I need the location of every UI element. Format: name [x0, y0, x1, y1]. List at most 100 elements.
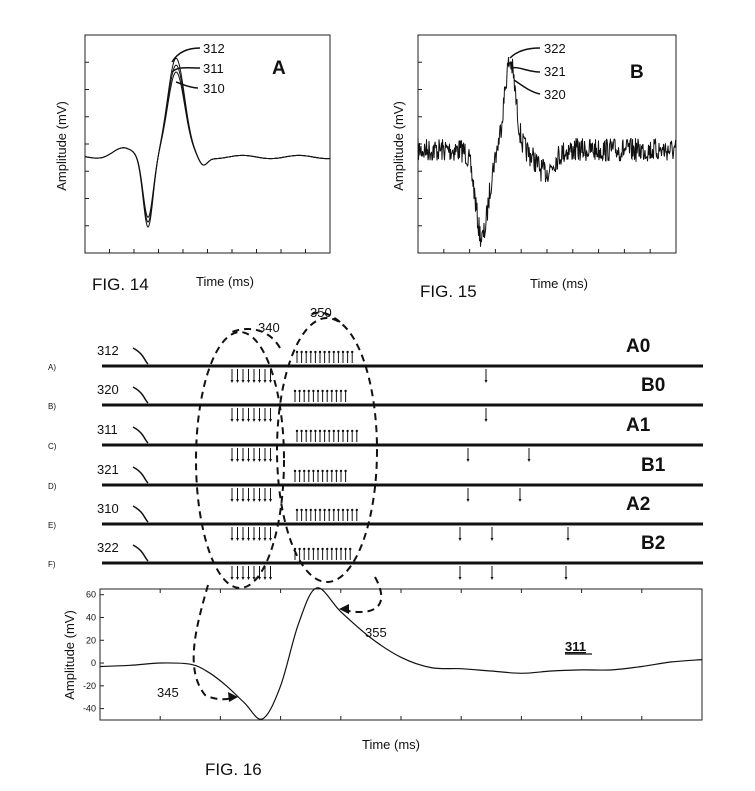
row-ref-number: 321 — [97, 462, 119, 477]
spike-up-head — [318, 508, 322, 512]
spike-up-head — [298, 469, 301, 473]
fig15-xlabel: Time (ms) — [530, 276, 588, 291]
spike-up-head — [309, 429, 312, 433]
row-letter: B) — [48, 402, 56, 411]
spike-down-head — [269, 577, 272, 580]
raster-row-A0: A) 312 A0 — [48, 336, 703, 383]
spike-down-head — [258, 499, 261, 502]
group-340-ellipse — [195, 331, 285, 589]
fig14-caption: FIG. 14 — [92, 275, 149, 294]
spike-up-head — [307, 547, 310, 551]
spike-up-head — [309, 350, 312, 354]
spike-down-head — [247, 459, 250, 462]
callout-310-pointer — [175, 81, 199, 89]
row-tag: B0 — [641, 375, 665, 396]
spike-down-head — [269, 459, 272, 462]
fig14-ylabel: Amplitude (mV) — [54, 101, 69, 191]
spike-down-head — [236, 459, 239, 462]
spike-up-head — [339, 547, 343, 551]
row-ref-number: 310 — [97, 501, 119, 516]
fig14-traces — [84, 57, 331, 228]
spike-up-head — [326, 547, 329, 551]
raster-row-A2: E) 310 A2 — [48, 494, 703, 541]
spike-late-head — [518, 499, 522, 502]
spike-down-head — [247, 499, 250, 502]
spike-up-head — [323, 508, 326, 512]
spike-up-head — [307, 389, 310, 393]
spike-up-head — [339, 469, 343, 473]
spike-up-head — [312, 547, 315, 551]
row-ref-pointer — [132, 505, 149, 523]
spike-late-head — [566, 538, 570, 541]
spike-up-head — [316, 547, 320, 551]
spike-up-head — [330, 389, 333, 393]
fig16-ytick-label: 60 — [86, 590, 96, 600]
fig16-waveform-panel: 60 40 20 0 -20 -40 Amplitude (mV) Time (ms) 3… — [62, 576, 703, 779]
spike-up-head — [355, 429, 358, 433]
spike-down-head — [236, 380, 239, 383]
row-tag: A1 — [626, 415, 651, 436]
fig15-caption: FIG. 15 — [420, 282, 477, 301]
spike-up-head — [326, 389, 329, 393]
row-ref-number: 322 — [97, 540, 119, 555]
spike-up-head — [344, 389, 347, 393]
arrow-355 — [344, 576, 383, 614]
spike-down-head — [230, 538, 234, 541]
spike-down-head — [269, 419, 272, 422]
spike-down-head — [241, 538, 245, 541]
spike-up-head — [305, 429, 308, 433]
fig14-xlabel: Time (ms) — [196, 274, 254, 289]
row-ref-pointer — [132, 347, 149, 365]
spike-up-head — [314, 350, 317, 354]
spike-up-head — [355, 508, 358, 512]
spike-up-head — [328, 350, 331, 354]
spike-down-head — [263, 380, 267, 383]
spike-down-head — [230, 499, 234, 502]
spike-up-head — [303, 547, 306, 551]
spike-late-head — [484, 419, 488, 422]
arrow-345 — [192, 584, 233, 701]
callout-311: 311 — [203, 61, 224, 76]
spike-late-head — [458, 577, 462, 580]
spike-down-head — [258, 577, 261, 580]
spike-up-head — [312, 469, 315, 473]
fig16-ytick-label: 40 — [86, 612, 96, 622]
fig14-axis-ticks — [84, 34, 331, 254]
fig15-panel-label: B — [630, 62, 644, 83]
group-340-pointer — [231, 328, 281, 349]
spike-late-head — [564, 577, 568, 580]
spike-late-head — [490, 577, 494, 580]
spike-down-head — [236, 577, 239, 580]
spike-down-head — [241, 459, 245, 462]
spike-up-head — [328, 508, 331, 512]
spike-late-head — [484, 380, 488, 383]
spike-down-head — [263, 499, 267, 502]
spike-down-head — [236, 499, 239, 502]
row-letter: C) — [48, 442, 57, 451]
spike-up-head — [321, 389, 324, 393]
fig15: 322 321 320 B Amplitude (mV) Time (ms) F… — [391, 34, 677, 301]
spike-up-head — [346, 429, 349, 433]
spike-up-head — [316, 469, 320, 473]
spike-up-head — [337, 429, 340, 433]
spike-up-head — [318, 350, 322, 354]
spike-up-head — [351, 429, 354, 433]
spike-up-head — [323, 429, 326, 433]
spike-up-head — [335, 469, 338, 473]
spike-down-head — [247, 380, 250, 383]
spike-up-head — [332, 350, 335, 354]
spike-up-head — [326, 469, 329, 473]
callout-321: 321 — [544, 64, 566, 79]
spike-down-head — [247, 419, 250, 422]
callout-310: 310 — [203, 81, 225, 96]
callout-312-pointer — [171, 47, 201, 63]
spike-up-head — [332, 508, 335, 512]
callout-312: 312 — [203, 41, 225, 56]
spike-late-head — [490, 538, 494, 541]
spike-down-head — [258, 538, 261, 541]
arrow-345-head — [228, 692, 238, 702]
spike-up-head — [307, 469, 310, 473]
row-ref-number: 312 — [97, 343, 119, 358]
spike-late-head — [466, 499, 470, 502]
row-tag: B1 — [641, 455, 666, 476]
